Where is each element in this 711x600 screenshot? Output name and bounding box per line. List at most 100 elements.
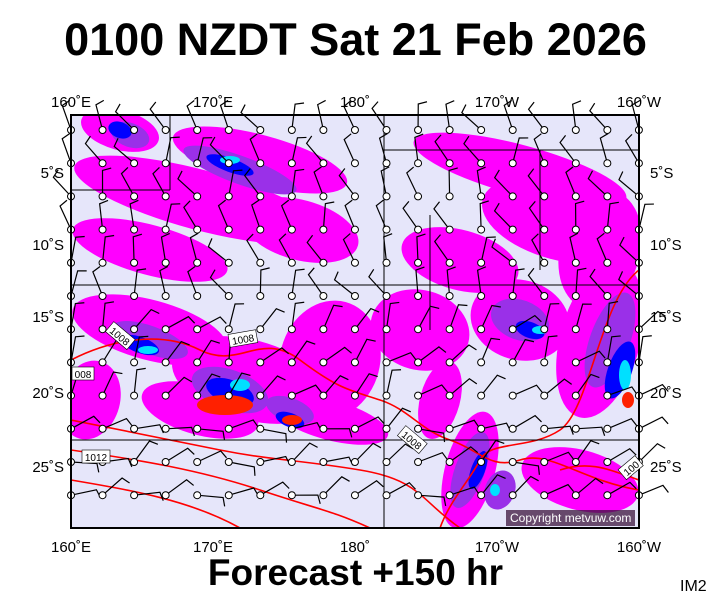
wind-barb bbox=[219, 99, 230, 131]
station-marker bbox=[224, 458, 233, 466]
wind-barb bbox=[354, 480, 384, 496]
station-marker bbox=[224, 225, 233, 234]
wind-barb bbox=[102, 417, 133, 430]
wind-barb bbox=[417, 451, 449, 463]
lat-label: 15˚S bbox=[650, 309, 682, 326]
station-marker bbox=[382, 491, 391, 500]
lat-label: 25˚S bbox=[32, 459, 64, 476]
station-marker bbox=[382, 358, 391, 367]
station-marker bbox=[287, 292, 296, 300]
station-marker bbox=[445, 258, 454, 267]
station-marker bbox=[98, 225, 107, 234]
station-marker bbox=[98, 159, 107, 168]
wind-barb bbox=[132, 233, 143, 263]
station-marker bbox=[477, 292, 486, 300]
lon-label: 170˚W bbox=[475, 539, 520, 556]
station-marker bbox=[571, 192, 580, 201]
station-marker bbox=[130, 391, 139, 400]
station-marker bbox=[350, 159, 359, 168]
station-marker bbox=[508, 292, 517, 300]
wind-barb bbox=[114, 103, 135, 131]
lon-labels-bottom: 160˚E 170˚E 180˚ 170˚W 160˚W bbox=[51, 539, 662, 556]
wind-barb bbox=[512, 137, 529, 164]
wind-barb bbox=[305, 135, 324, 164]
station-marker bbox=[414, 458, 423, 466]
wind-barb bbox=[417, 428, 446, 443]
wind-barb bbox=[449, 419, 480, 430]
station-marker bbox=[224, 325, 233, 334]
wind-barb bbox=[165, 426, 195, 437]
station-marker bbox=[130, 292, 139, 300]
lon-labels-top: 160˚E 170˚E 180˚ 170˚W 160˚W bbox=[51, 94, 662, 111]
station-marker bbox=[193, 159, 202, 168]
station-marker bbox=[98, 391, 107, 400]
station-marker bbox=[508, 424, 517, 433]
station-marker bbox=[571, 126, 580, 134]
station-marker bbox=[414, 159, 423, 168]
wind-barb bbox=[291, 168, 305, 197]
station-marker bbox=[603, 159, 612, 168]
wind-barb bbox=[575, 350, 606, 363]
wind-barb bbox=[333, 271, 356, 297]
wind-barb bbox=[280, 199, 293, 230]
station-marker bbox=[350, 292, 359, 300]
wind-barb bbox=[159, 265, 169, 297]
station-marker bbox=[382, 258, 391, 267]
wind-barb bbox=[606, 300, 619, 330]
wind-barb bbox=[512, 268, 525, 297]
station-marker bbox=[414, 292, 423, 300]
station-marker bbox=[224, 292, 233, 300]
station-marker bbox=[350, 358, 359, 367]
wind-barb bbox=[543, 303, 560, 330]
wind-barb bbox=[378, 133, 388, 164]
isobar-label: 008 bbox=[75, 370, 92, 381]
station-marker bbox=[508, 391, 517, 400]
station-marker bbox=[319, 126, 328, 134]
wind-barb bbox=[196, 339, 220, 363]
station-marker bbox=[508, 159, 517, 168]
lon-label: 160˚E bbox=[51, 539, 91, 556]
wind-barb bbox=[606, 335, 621, 363]
station-marker bbox=[540, 225, 549, 234]
station-marker bbox=[603, 391, 612, 400]
station-marker bbox=[161, 458, 170, 466]
wind-barb bbox=[228, 487, 259, 497]
wind-barb bbox=[354, 442, 382, 463]
station-marker bbox=[382, 159, 391, 168]
station-marker bbox=[98, 292, 107, 300]
wind-barb bbox=[638, 416, 669, 430]
wind-barb bbox=[417, 305, 440, 330]
wind-barb bbox=[291, 384, 322, 397]
station-marker bbox=[508, 491, 517, 500]
wind-barb bbox=[565, 166, 577, 197]
wind-barb bbox=[354, 338, 376, 363]
wind-barb bbox=[448, 167, 458, 197]
isobar bbox=[71, 479, 241, 528]
station-marker bbox=[571, 491, 580, 500]
wind-barb bbox=[70, 335, 85, 363]
wind-barb bbox=[418, 494, 447, 507]
station-marker bbox=[382, 391, 391, 400]
rain-area bbox=[619, 360, 631, 390]
wind-barb bbox=[607, 448, 637, 463]
station-marker bbox=[287, 192, 296, 201]
wind-barb bbox=[95, 99, 105, 131]
isobar-label: 1012 bbox=[85, 453, 108, 464]
station-marker bbox=[256, 424, 265, 433]
wind-barb bbox=[70, 415, 101, 430]
station-marker bbox=[193, 458, 202, 466]
lon-label: 180˚ bbox=[340, 94, 370, 111]
wind-barb bbox=[575, 440, 600, 463]
wind-barb bbox=[385, 301, 400, 330]
station-marker bbox=[603, 358, 612, 367]
lon-label: 170˚E bbox=[193, 94, 233, 111]
wind-barb bbox=[480, 439, 505, 463]
station-marker bbox=[256, 159, 265, 168]
station-marker bbox=[130, 458, 139, 466]
wind-barb bbox=[209, 136, 230, 164]
station-marker bbox=[540, 358, 549, 367]
station-marker bbox=[98, 358, 107, 367]
wind-barb bbox=[160, 232, 170, 263]
wind-barb bbox=[618, 171, 640, 197]
